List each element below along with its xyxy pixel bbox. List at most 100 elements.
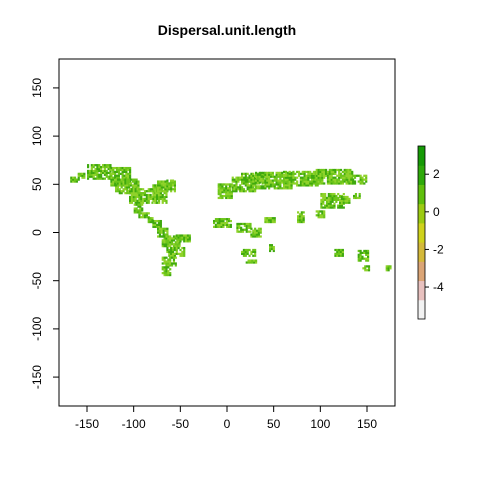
raster-cell bbox=[120, 182, 123, 185]
x-tick-label: 150 bbox=[357, 417, 377, 431]
raster-cell bbox=[152, 197, 155, 201]
raster-cell bbox=[339, 254, 343, 257]
raster-cell bbox=[365, 178, 368, 181]
raster-cell bbox=[160, 231, 163, 234]
raster-cell bbox=[322, 196, 325, 200]
raster-cell bbox=[303, 184, 306, 187]
raster-cell bbox=[269, 219, 273, 222]
raster-cell bbox=[183, 240, 186, 243]
raster-cell bbox=[316, 184, 319, 187]
raster-cell bbox=[317, 210, 320, 213]
raster-cell bbox=[126, 188, 129, 191]
raster-cell bbox=[156, 201, 159, 204]
raster-cell bbox=[223, 183, 226, 186]
raster-cell bbox=[244, 182, 247, 185]
raster-cell bbox=[242, 176, 246, 179]
raster-cell bbox=[288, 174, 291, 177]
raster-cell bbox=[305, 182, 308, 185]
raster-cell bbox=[241, 174, 244, 177]
raster-cell bbox=[354, 196, 358, 200]
raster-cell bbox=[172, 245, 176, 248]
raster-cell bbox=[124, 182, 127, 185]
raster-cell bbox=[152, 199, 155, 202]
raster-cell bbox=[264, 187, 267, 190]
raster-cell bbox=[330, 180, 333, 183]
raster-cell bbox=[124, 188, 127, 191]
raster-cell bbox=[156, 192, 159, 195]
raster-cell bbox=[365, 257, 368, 260]
raster-cell bbox=[227, 219, 231, 223]
raster-cell bbox=[165, 201, 168, 204]
raster-cell bbox=[188, 238, 191, 241]
raster-cell bbox=[258, 173, 261, 176]
raster-cell bbox=[121, 176, 124, 179]
raster-cell bbox=[222, 225, 225, 228]
raster-cell bbox=[123, 176, 126, 179]
raster-cell bbox=[336, 174, 339, 177]
raster-cell bbox=[329, 206, 332, 209]
raster-cell bbox=[254, 233, 257, 236]
raster-cell bbox=[258, 171, 261, 175]
raster-cell bbox=[141, 209, 144, 212]
raster-cell bbox=[315, 174, 318, 177]
raster-cell bbox=[254, 252, 257, 255]
raster-cell bbox=[252, 172, 255, 175]
raster-cell bbox=[364, 269, 367, 272]
raster-cell bbox=[118, 184, 121, 187]
raster-cell bbox=[268, 185, 271, 188]
raster-cell bbox=[100, 175, 103, 178]
raster-cell bbox=[248, 178, 251, 181]
raster-cell bbox=[121, 166, 124, 170]
raster-cell bbox=[169, 237, 172, 240]
raster-cell bbox=[365, 176, 368, 179]
raster-cell bbox=[341, 252, 344, 255]
raster-cell bbox=[236, 230, 239, 233]
x-tick-label: -50 bbox=[172, 417, 190, 431]
raster-cell bbox=[222, 219, 225, 223]
raster-cell bbox=[309, 184, 312, 187]
raster-cell bbox=[137, 180, 140, 183]
raster-cell bbox=[305, 174, 308, 177]
raster-cell bbox=[107, 167, 110, 171]
raster-cell bbox=[134, 193, 137, 197]
legend-tick-label: -2 bbox=[433, 242, 444, 256]
raster-cell bbox=[157, 235, 160, 238]
y-tick-label: 150 bbox=[30, 78, 44, 98]
raster-cell bbox=[260, 185, 263, 188]
raster-cell bbox=[319, 180, 322, 183]
raster-cell bbox=[110, 174, 113, 177]
raster-cell bbox=[163, 243, 166, 246]
raster-cell bbox=[273, 187, 276, 190]
raster-cell bbox=[120, 184, 123, 187]
raster-cell bbox=[235, 180, 238, 183]
raster-cell bbox=[162, 227, 165, 230]
raster-cell bbox=[152, 225, 155, 228]
raster-cell bbox=[157, 188, 160, 191]
raster-cell bbox=[88, 175, 92, 178]
raster-cell bbox=[277, 179, 280, 182]
raster-cell bbox=[250, 188, 253, 191]
raster-cell bbox=[286, 182, 289, 185]
raster-cell bbox=[288, 182, 291, 185]
raster-cell bbox=[338, 178, 341, 181]
raster-cell bbox=[231, 186, 234, 189]
raster-cell bbox=[235, 186, 238, 189]
raster-cell bbox=[121, 170, 124, 174]
raster-cell bbox=[163, 272, 166, 275]
raster-cell bbox=[171, 181, 175, 184]
raster-cell bbox=[173, 184, 176, 187]
raster-cell bbox=[299, 182, 302, 185]
raster-cell bbox=[351, 172, 354, 175]
raster-cell bbox=[130, 195, 134, 199]
raster-cell bbox=[241, 182, 244, 185]
raster-cell bbox=[244, 174, 247, 177]
raster-cell bbox=[94, 164, 97, 167]
raster-cell bbox=[177, 238, 180, 241]
raster-cell bbox=[171, 248, 175, 252]
raster-cell bbox=[361, 180, 364, 183]
raster-cell bbox=[338, 182, 341, 185]
raster-cell bbox=[157, 182, 160, 185]
raster-cell bbox=[248, 186, 251, 189]
raster-cell bbox=[273, 217, 276, 220]
raster-cell bbox=[275, 181, 278, 184]
